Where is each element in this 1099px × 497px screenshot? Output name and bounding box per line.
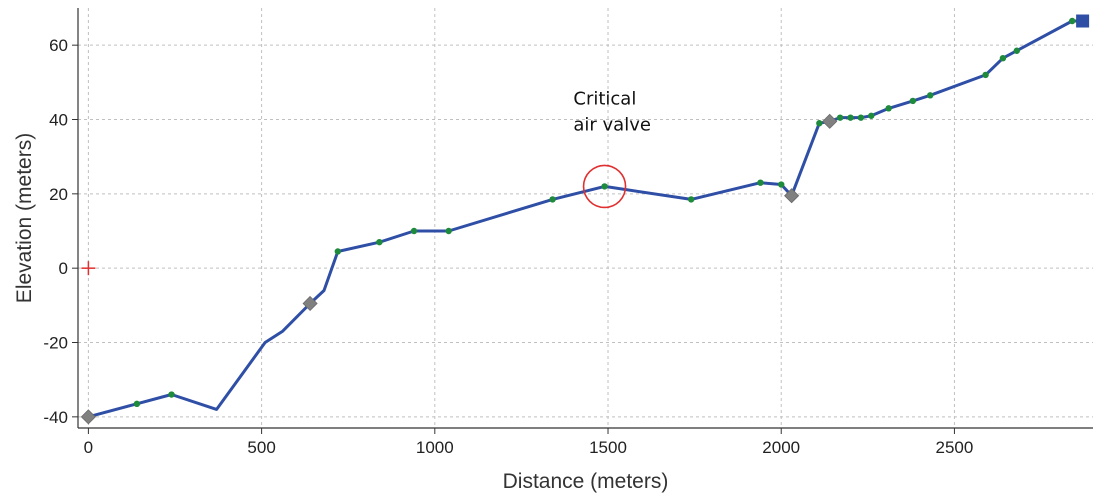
y-tick-label: 0 (59, 259, 68, 278)
x-tick-label: 1000 (416, 438, 454, 457)
node-marker (1069, 17, 1076, 25)
y-tick-label: 60 (49, 36, 68, 55)
series-line (86, 19, 1085, 419)
x-tick-label: 0 (84, 438, 93, 457)
diamond-marker (80, 409, 96, 425)
node-marker (885, 105, 892, 112)
grid-lines (78, 8, 1093, 428)
node-marker (549, 196, 556, 203)
node-marker (133, 400, 141, 408)
node-marker (410, 227, 418, 235)
node-marker (778, 181, 785, 188)
x-tick-label: 2500 (936, 438, 974, 457)
y-tick-label: -40 (43, 408, 68, 427)
node-marker (168, 391, 175, 398)
node-marker (1013, 47, 1020, 54)
x-axis-label: Distance (meters) (503, 470, 669, 493)
node-marker (445, 227, 452, 235)
node-marker (847, 114, 854, 121)
node-marker (999, 54, 1007, 62)
y-tick-label: 40 (49, 111, 68, 130)
node-marker (334, 248, 342, 255)
axes (72, 8, 1093, 434)
node-marker (982, 71, 989, 79)
series-profile (86, 19, 1085, 419)
x-tick-label: 1500 (589, 438, 627, 457)
node-marker (909, 97, 917, 105)
diamond-marker (784, 188, 800, 204)
node-marker (601, 183, 608, 190)
diamond-marker (302, 295, 318, 312)
node-marker (376, 238, 383, 246)
annotations: Critical air valve (573, 89, 651, 209)
node-marker (757, 179, 764, 186)
annotation-text-line: air valve (573, 115, 651, 136)
node-marker (836, 114, 844, 121)
tick-labels: 0 500 1000 1500 2000 2500 -40 -20 0 20 40 60 (43, 36, 973, 457)
y-tick-label: -20 (43, 334, 68, 353)
critical-air-valve-circle (582, 164, 627, 209)
y-tick-label: 20 (49, 185, 68, 204)
node-marker (687, 196, 695, 203)
node-marker (868, 112, 875, 119)
node-marker (857, 114, 865, 121)
annotation-text-line: Critical (573, 89, 636, 110)
diamond-marker (822, 113, 838, 129)
node-marker (816, 120, 823, 127)
node-marker (926, 92, 934, 99)
end-marker (1076, 14, 1090, 28)
y-axis-label: Elevation (meters) (13, 133, 36, 303)
x-tick-label: 500 (247, 438, 275, 457)
markers (80, 14, 1090, 425)
x-tick-label: 2000 (762, 438, 800, 457)
